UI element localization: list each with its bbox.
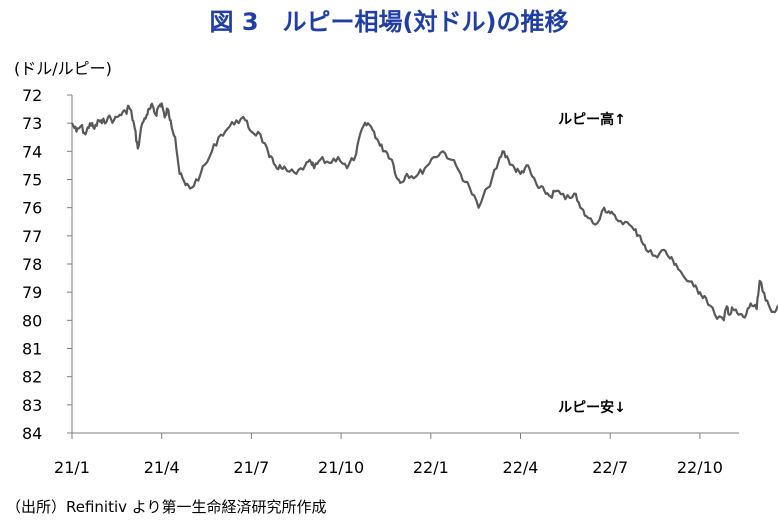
y-tick-label: 78 (22, 255, 42, 274)
y-tick-label: 73 (22, 114, 42, 133)
x-tick-label: 21/7 (233, 458, 269, 477)
x-tick-label: 22/10 (677, 458, 723, 477)
x-tick-label: 22/4 (503, 458, 539, 477)
y-tick-label: 81 (22, 340, 42, 359)
y-tick-label: 75 (22, 171, 42, 190)
y-tick-label: 83 (22, 396, 42, 415)
x-tick-label: 21/10 (318, 458, 364, 477)
y-unit-label: (ドル/ルピー) (14, 59, 112, 78)
y-tick-labels: 72 73 74 75 76 77 78 79 80 81 82 83 84 (22, 86, 42, 443)
y-tick-label: 82 (22, 368, 42, 387)
axes (67, 94, 739, 439)
x-tick-label: 22/7 (592, 458, 628, 477)
annotation-rupee-down: ルピー安↓ (558, 399, 626, 416)
series-line-usd-inr (71, 102, 778, 322)
x-tick-label: 21/1 (54, 458, 90, 477)
y-tick-label: 77 (22, 227, 42, 246)
x-tick-labels: 21/1 21/4 21/7 21/10 22/1 22/4 22/7 22/10 (54, 458, 723, 477)
y-tick-label: 72 (22, 86, 42, 105)
chart-title: 図 3 ルピー相場(対ドル)の推移 (210, 8, 569, 36)
source-note: （出所）Refinitiv より第一生命経済研究所作成 (6, 498, 327, 516)
y-tick-label: 76 (22, 199, 42, 218)
y-tick-label: 80 (22, 311, 42, 330)
y-tick-label: 79 (22, 283, 42, 302)
y-tick-label: 74 (22, 142, 42, 161)
x-tick-label: 21/4 (144, 458, 180, 477)
x-tick-label: 22/1 (413, 458, 449, 477)
y-tick-label: 84 (22, 424, 42, 443)
annotation-rupee-up: ルピー高↑ (558, 111, 626, 128)
